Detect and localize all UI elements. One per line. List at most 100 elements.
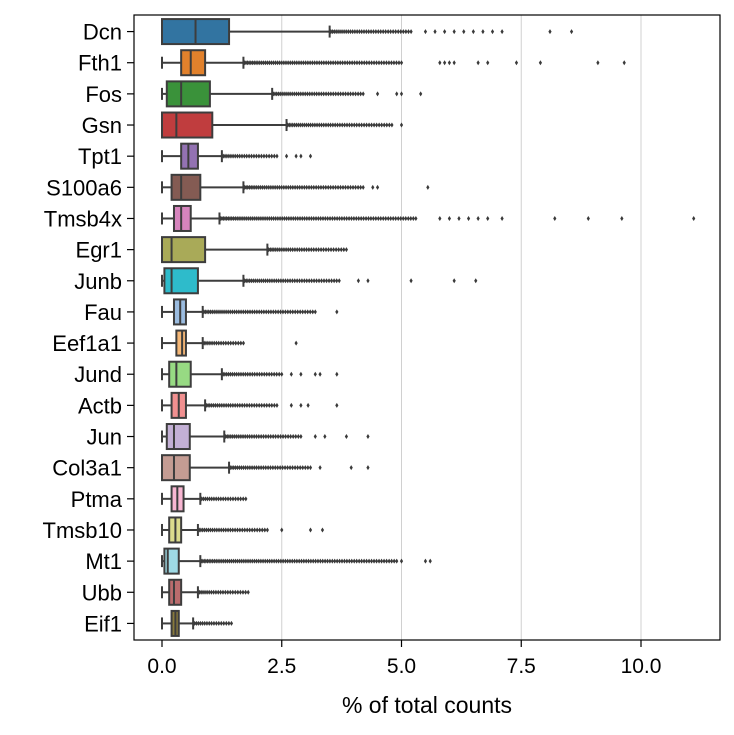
outlier-point — [264, 153, 269, 159]
outlier-point — [265, 215, 269, 221]
outlier-point — [335, 122, 340, 128]
outlier-point — [620, 215, 624, 221]
outlier-point — [329, 60, 333, 66]
outlier-point — [309, 215, 314, 221]
outlier-point — [205, 620, 209, 626]
outlier-point — [275, 91, 279, 97]
outlier-point — [265, 527, 269, 533]
outlier-point — [241, 309, 245, 315]
outlier-point — [303, 309, 307, 315]
outlier-point — [270, 558, 274, 564]
outlier-point — [236, 496, 240, 502]
outlier-point — [220, 309, 224, 315]
outlier-point — [354, 215, 358, 221]
outlier-point — [261, 558, 265, 564]
outlier-point — [316, 558, 320, 564]
outlier-point — [500, 29, 504, 35]
outlier-point — [250, 371, 254, 377]
outlier-point — [338, 60, 342, 66]
outlier-point — [357, 215, 361, 221]
outlier-point — [396, 215, 400, 221]
outlier-point — [274, 558, 278, 564]
y-axis: Dcn Fth1 Fos Gsn Tpt1 S100a6 Tmsb4x Egr1 Junb Fau… — [43, 20, 134, 636]
outlier-point — [293, 215, 298, 221]
outlier-point — [272, 278, 276, 284]
outlier-point — [261, 215, 265, 221]
outlier-point — [214, 309, 218, 315]
outlier-point — [252, 434, 256, 440]
outlier-point — [196, 620, 200, 626]
outlier-point — [428, 558, 432, 564]
outlier-point — [248, 309, 252, 315]
outlier-point — [241, 215, 245, 221]
gene-label: Jund — [74, 362, 122, 387]
outlier-point — [259, 434, 263, 440]
outlier-point — [309, 247, 313, 253]
outlier-point — [297, 558, 301, 564]
outlier-point — [362, 29, 366, 35]
outlier-point — [217, 340, 221, 346]
outlier-point — [212, 589, 216, 595]
outlier-point — [374, 215, 378, 221]
outlier-point — [283, 434, 288, 440]
outlier-point — [269, 434, 273, 440]
outlier-point — [308, 309, 312, 315]
outlier-point — [335, 215, 339, 221]
outlier-point — [276, 215, 280, 221]
outlier-point — [486, 60, 490, 66]
outlier-point — [553, 215, 557, 221]
outlier-point — [293, 309, 297, 315]
outlier-point — [250, 558, 254, 564]
outlier-point — [289, 371, 293, 377]
outlier-point — [438, 215, 442, 221]
box-iqr — [172, 204, 192, 232]
outlier-point — [243, 371, 248, 377]
outlier-point — [260, 527, 264, 533]
outlier-point — [308, 122, 313, 128]
outlier-point — [266, 465, 270, 471]
outlier-point — [350, 122, 354, 128]
outlier-point — [274, 434, 278, 440]
outlier-point — [205, 309, 209, 315]
outlier-point — [287, 122, 291, 128]
outlier-point — [230, 465, 234, 471]
outlier-point — [312, 215, 316, 221]
outlier-point — [297, 247, 302, 253]
outlier-point — [321, 247, 326, 253]
outlier-point — [367, 122, 371, 128]
outlier-point — [319, 278, 324, 284]
outlier-point — [253, 184, 257, 190]
outlier-point — [259, 558, 263, 564]
outlier-point — [596, 60, 600, 66]
outlier-point — [244, 558, 248, 564]
outlier-point — [299, 558, 304, 564]
outlier-point — [216, 558, 220, 564]
outlier-point — [271, 465, 275, 471]
outlier-point — [286, 60, 290, 66]
box-mt1 — [161, 547, 432, 575]
box-series — [161, 18, 696, 637]
outlier-point — [364, 122, 369, 128]
outlier-point — [269, 60, 274, 66]
outlier-point — [292, 91, 296, 97]
outlier-point — [248, 527, 252, 533]
outlier-point — [293, 278, 297, 284]
gene-label: Dcn — [83, 20, 122, 45]
outlier-point — [241, 465, 246, 471]
outlier-point — [310, 60, 314, 66]
outlier-point — [352, 122, 356, 128]
outlier-point — [257, 278, 261, 284]
outlier-point — [356, 91, 360, 97]
outlier-point — [340, 215, 344, 221]
outlier-point — [329, 278, 334, 284]
outlier-point — [305, 278, 309, 284]
outlier-point — [260, 60, 264, 66]
gene-label: Actb — [78, 393, 122, 418]
outlier-point — [259, 184, 263, 190]
gene-label: S100a6 — [46, 175, 122, 200]
outlier-point — [265, 371, 269, 377]
x-tick-label: 10.0 — [621, 655, 662, 678]
outlier-point — [295, 558, 299, 564]
outlier-point — [223, 215, 227, 221]
outlier-point — [345, 215, 349, 221]
